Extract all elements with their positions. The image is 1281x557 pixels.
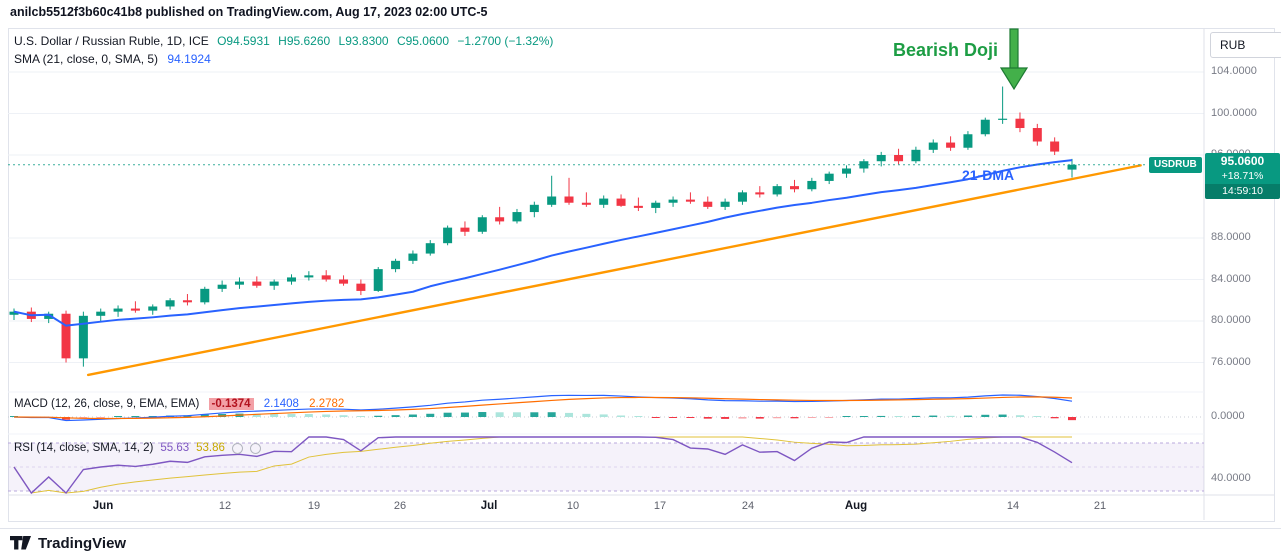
tradingview-brand-link[interactable]: TradingView xyxy=(38,534,127,552)
bearish-doji-annotation: Bearish Doji xyxy=(893,40,999,60)
macd-signal-value: 2.2782 xyxy=(309,398,345,410)
time-axis-label: 19 xyxy=(307,500,321,512)
macd-legend[interactable]: MACD (12, 26, close, 9, EMA, EMA) -0.137… xyxy=(14,398,344,410)
price-axis-label: 76.0000 xyxy=(1211,355,1251,368)
bearish-doji-arrow-icon xyxy=(999,28,1029,91)
attribution-text: anilcb5512f3b60c41b8 published on Tradin… xyxy=(10,5,488,19)
time-axis-label: Aug xyxy=(844,500,868,512)
current-price-value: 95.0600 xyxy=(1220,154,1265,168)
time-axis-label: 21 xyxy=(1093,500,1107,512)
rsi-label: RSI (14, close, SMA, 14, 2) xyxy=(14,442,154,454)
price-axis-label: 0.0000 xyxy=(1211,410,1245,422)
price-axis-label: 80.0000 xyxy=(1211,314,1251,326)
time-axis-label: 26 xyxy=(393,500,407,512)
rsi-legend[interactable]: RSI (14, close, SMA, 14, 2) 55.63 53.86 xyxy=(14,442,261,454)
macd-line-value: 2.1408 xyxy=(263,398,299,410)
current-price-label: 95.0600 +18.71% 14:59:10 xyxy=(1205,153,1280,199)
symbol-legend[interactable]: U.S. Dollar / Russian Ruble, 1D, ICE O94… xyxy=(14,34,553,48)
dma-annotation: 21-DMA xyxy=(962,167,1015,183)
macd-hist-value: -0.1374 xyxy=(208,398,254,410)
bar-countdown: 14:59:10 xyxy=(1205,184,1280,199)
time-axis-label: 10 xyxy=(566,500,580,512)
price-axis-label: 84.0000 xyxy=(1211,272,1251,285)
ohlc-change: −1.2700 (−1.32%) xyxy=(457,34,554,48)
ohlc-open: O94.5931 xyxy=(217,34,270,48)
price-axis-label: 88.0000 xyxy=(1211,231,1251,243)
price-axis-label: 100.0000 xyxy=(1211,106,1257,119)
macd-label: MACD (12, 26, close, 9, EMA, EMA) xyxy=(14,398,200,410)
ohlc-high: H95.6260 xyxy=(278,34,331,48)
sma-value: 94.1924 xyxy=(167,52,211,66)
ohlc-close: C95.0600 xyxy=(396,34,449,48)
chart-frame xyxy=(8,28,1275,522)
rsi-value: 55.63 xyxy=(160,442,190,454)
ohlc-low: L93.8300 xyxy=(338,34,389,48)
time-axis-label: Jun xyxy=(92,500,114,512)
sma-label: SMA (21, close, 0, SMA, 5) xyxy=(14,52,159,66)
price-line-symbol-tag: USDRUB xyxy=(1149,157,1202,173)
time-axis[interactable]: Jun 12 19 26 Jul 10 17 24 Aug 14 21 xyxy=(0,497,1204,519)
rsi-hidden-band-icon xyxy=(249,442,261,454)
price-axis-label: 104.0000 xyxy=(1211,65,1257,77)
tradingview-logo-icon[interactable] xyxy=(10,536,31,550)
time-axis-label: 17 xyxy=(653,500,667,512)
time-axis-label: 12 xyxy=(218,500,232,512)
time-axis-label: 24 xyxy=(741,500,755,512)
currency-rub-button[interactable]: RUB xyxy=(1210,32,1281,58)
sma-legend[interactable]: SMA (21, close, 0, SMA, 5) 94.1924 xyxy=(14,52,211,66)
symbol-title: U.S. Dollar / Russian Ruble, 1D, ICE xyxy=(14,34,209,48)
footer-bar: TradingView xyxy=(0,528,1281,557)
time-axis-label: 14 xyxy=(1006,500,1020,512)
price-axis-label: 40.0000 xyxy=(1211,472,1251,484)
rsi-hidden-band-icon xyxy=(231,442,243,454)
currency-rub-label: RUB xyxy=(1220,38,1246,52)
time-axis-label: Jul xyxy=(480,500,498,512)
price-axis[interactable]: 104.0000100.000096.000088.000084.000080.… xyxy=(1204,0,1281,557)
current-price-change: +18.71% xyxy=(1221,170,1264,182)
rsi-ma-value: 53.86 xyxy=(196,442,225,454)
